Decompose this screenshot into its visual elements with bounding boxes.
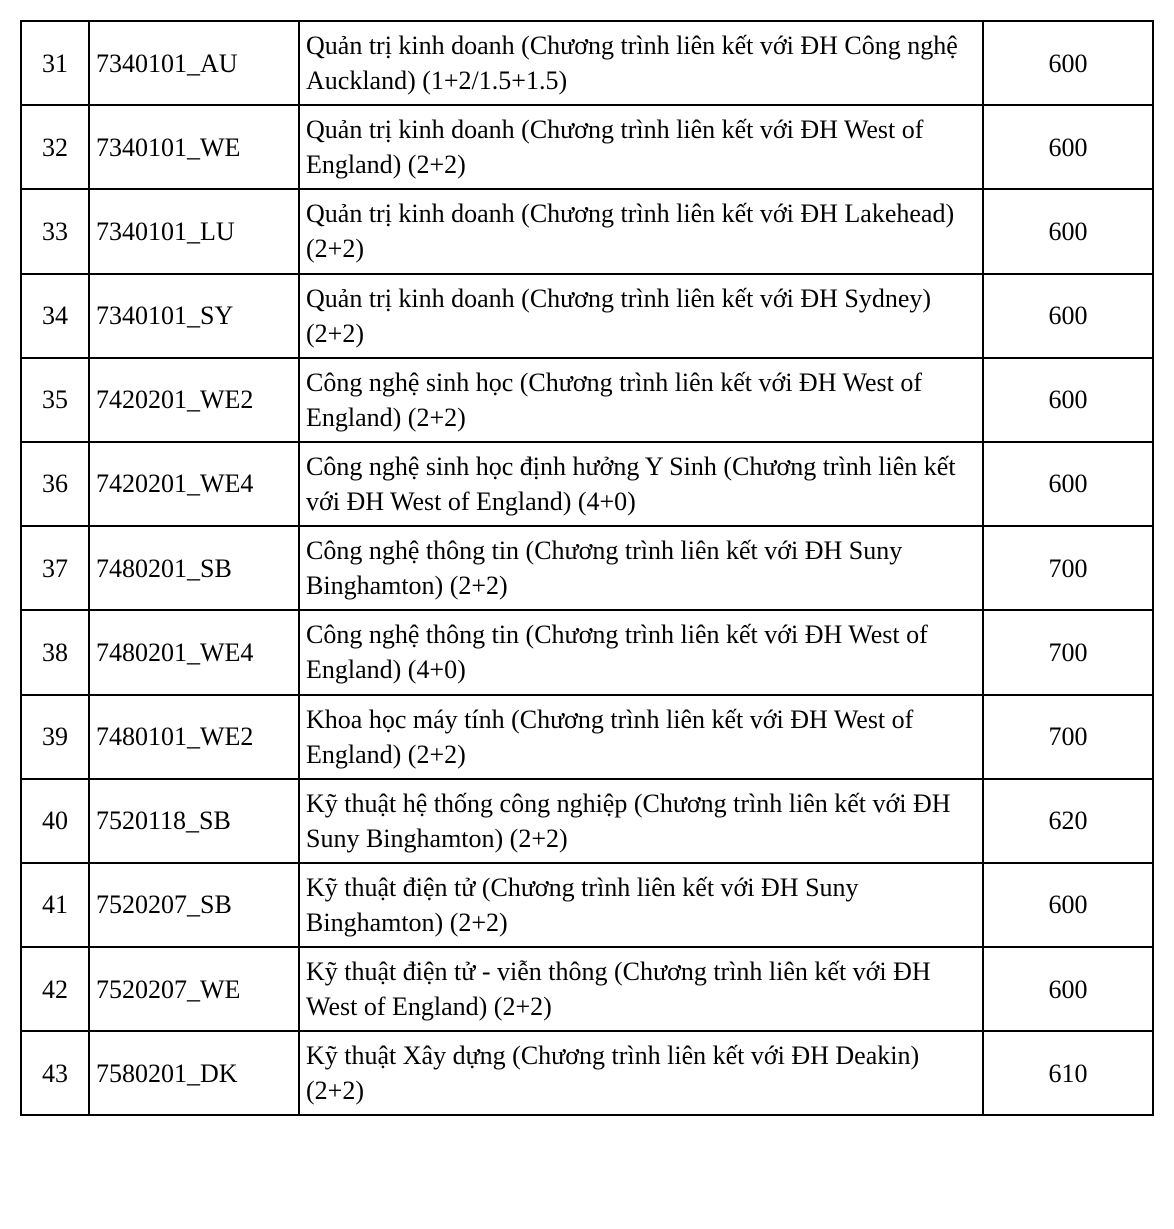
program-description: Quản trị kinh doanh (Chương trình liên k… [299, 105, 983, 189]
program-description: Công nghệ thông tin (Chương trình liên k… [299, 526, 983, 610]
program-code: 7340101_AU [89, 21, 299, 105]
program-score: 610 [983, 1031, 1153, 1115]
program-score: 600 [983, 442, 1153, 526]
program-description: Kỹ thuật Xây dựng (Chương trình liên kết… [299, 1031, 983, 1115]
program-description: Kỹ thuật điện tử - viễn thông (Chương tr… [299, 947, 983, 1031]
row-number: 38 [21, 610, 89, 694]
program-score: 620 [983, 779, 1153, 863]
program-score: 600 [983, 105, 1153, 189]
program-score: 700 [983, 695, 1153, 779]
row-number: 43 [21, 1031, 89, 1115]
row-number: 41 [21, 863, 89, 947]
program-description: Công nghệ sinh học định hưởng Y Sinh (Ch… [299, 442, 983, 526]
program-description: Kỹ thuật điện tử (Chương trình liên kết … [299, 863, 983, 947]
program-code: 7520118_SB [89, 779, 299, 863]
table-row: 42 7520207_WE Kỹ thuật điện tử - viễn th… [21, 947, 1153, 1031]
table-row: 32 7340101_WE Quản trị kinh doanh (Chươn… [21, 105, 1153, 189]
table-row: 39 7480101_WE2 Khoa học máy tính (Chương… [21, 695, 1153, 779]
row-number: 31 [21, 21, 89, 105]
program-score: 600 [983, 21, 1153, 105]
program-score: 600 [983, 947, 1153, 1031]
program-score: 700 [983, 610, 1153, 694]
table-row: 33 7340101_LU Quản trị kinh doanh (Chươn… [21, 189, 1153, 273]
row-number: 32 [21, 105, 89, 189]
program-description: Công nghệ thông tin (Chương trình liên k… [299, 610, 983, 694]
program-code: 7580201_DK [89, 1031, 299, 1115]
program-code: 7420201_WE4 [89, 442, 299, 526]
program-score: 600 [983, 863, 1153, 947]
table-row: 38 7480201_WE4 Công nghệ thông tin (Chươ… [21, 610, 1153, 694]
row-number: 34 [21, 274, 89, 358]
row-number: 39 [21, 695, 89, 779]
program-description: Kỹ thuật hệ thống công nghiệp (Chương tr… [299, 779, 983, 863]
program-code: 7420201_WE2 [89, 358, 299, 442]
program-score: 600 [983, 189, 1153, 273]
program-code: 7480101_WE2 [89, 695, 299, 779]
table-row: 37 7480201_SB Công nghệ thông tin (Chươn… [21, 526, 1153, 610]
program-score: 600 [983, 274, 1153, 358]
program-score: 700 [983, 526, 1153, 610]
program-code: 7340101_WE [89, 105, 299, 189]
program-description: Khoa học máy tính (Chương trình liên kết… [299, 695, 983, 779]
row-number: 35 [21, 358, 89, 442]
table-row: 35 7420201_WE2 Công nghệ sinh học (Chươn… [21, 358, 1153, 442]
table-row: 41 7520207_SB Kỹ thuật điện tử (Chương t… [21, 863, 1153, 947]
table-row: 40 7520118_SB Kỹ thuật hệ thống công ngh… [21, 779, 1153, 863]
program-code: 7480201_SB [89, 526, 299, 610]
row-number: 33 [21, 189, 89, 273]
program-code: 7520207_WE [89, 947, 299, 1031]
program-description: Quản trị kinh doanh (Chương trình liên k… [299, 21, 983, 105]
table-row: 34 7340101_SY Quản trị kinh doanh (Chươn… [21, 274, 1153, 358]
row-number: 37 [21, 526, 89, 610]
program-code: 7340101_LU [89, 189, 299, 273]
programs-table: 31 7340101_AU Quản trị kinh doanh (Chươn… [20, 20, 1154, 1116]
row-number: 42 [21, 947, 89, 1031]
program-code: 7480201_WE4 [89, 610, 299, 694]
table-row: 31 7340101_AU Quản trị kinh doanh (Chươn… [21, 21, 1153, 105]
row-number: 40 [21, 779, 89, 863]
program-code: 7520207_SB [89, 863, 299, 947]
program-description: Công nghệ sinh học (Chương trình liên kế… [299, 358, 983, 442]
program-score: 600 [983, 358, 1153, 442]
table-row: 43 7580201_DK Kỹ thuật Xây dựng (Chương … [21, 1031, 1153, 1115]
row-number: 36 [21, 442, 89, 526]
table-row: 36 7420201_WE4 Công nghệ sinh học định h… [21, 442, 1153, 526]
program-description: Quản trị kinh doanh (Chương trình liên k… [299, 274, 983, 358]
table-body: 31 7340101_AU Quản trị kinh doanh (Chươn… [21, 21, 1153, 1115]
program-description: Quản trị kinh doanh (Chương trình liên k… [299, 189, 983, 273]
program-code: 7340101_SY [89, 274, 299, 358]
